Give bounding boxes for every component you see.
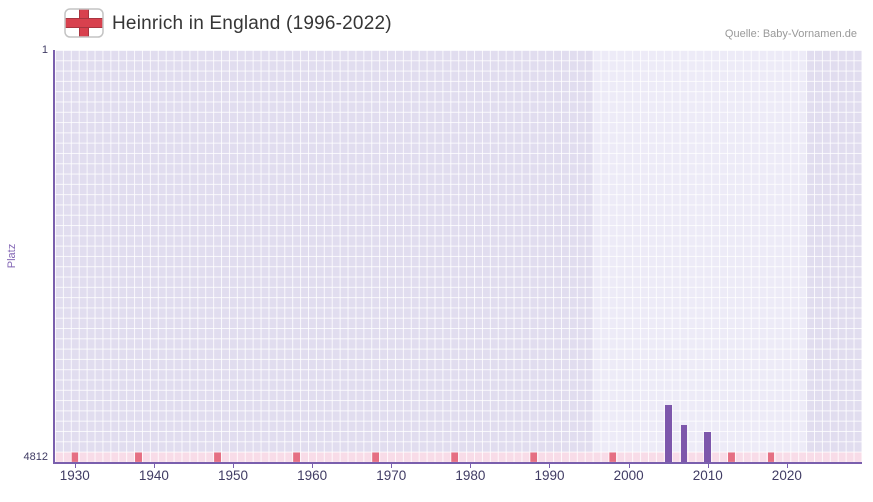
x-tick-label-1990: 1990 (534, 468, 565, 483)
x-tick-label-2000: 2000 (613, 468, 644, 483)
x-tick-label-1980: 1980 (455, 468, 486, 483)
y-tick-bottom: 4812 (23, 451, 48, 463)
x-axis-line (53, 462, 862, 464)
y-tick-top: 1 (41, 44, 48, 56)
x-tick-mark (707, 464, 709, 468)
x-tick-label-1950: 1950 (217, 468, 249, 483)
x-tick-label-2020: 2020 (771, 468, 802, 483)
bar-2007[interactable] (680, 425, 688, 462)
england-flag-icon (64, 8, 104, 38)
x-tick-mark (391, 464, 393, 468)
y-axis-label: Platz (6, 243, 18, 269)
page-title: Heinrich in England (1996-2022) (112, 13, 392, 34)
bars-layer (55, 50, 862, 462)
x-tick-mark (153, 464, 155, 468)
bar-2010[interactable] (704, 431, 712, 462)
x-tick-mark (233, 464, 234, 468)
y-axis-line (53, 50, 55, 464)
x-tick-mark (628, 464, 630, 468)
x-tick-label-1930: 1930 (59, 468, 90, 483)
x-axis-ticks: 1930 1940 1950 1960 1970 1980 1990 2000 2010 2020 (55, 468, 862, 490)
plot-area (53, 50, 862, 468)
x-tick-label-2010: 2010 (692, 468, 723, 483)
x-tick-mark (312, 464, 314, 468)
x-tick-label-1970: 1970 (376, 468, 407, 483)
bar-2005[interactable] (664, 405, 672, 462)
x-tick-label-1940: 1940 (138, 468, 169, 483)
x-tick-mark (74, 464, 76, 468)
source-label: Quelle: Baby-Vornamen.de (724, 28, 857, 40)
x-tick-mark (786, 464, 788, 468)
x-tick-mark (470, 464, 472, 468)
x-tick-mark (549, 464, 551, 468)
x-tick-label-1960: 1960 (297, 468, 328, 483)
